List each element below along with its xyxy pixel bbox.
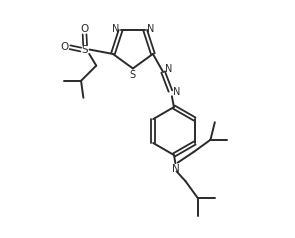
Text: N: N (112, 24, 119, 34)
Text: N: N (165, 64, 172, 74)
Text: S: S (130, 70, 136, 80)
Text: N: N (173, 88, 180, 98)
Text: S: S (82, 45, 88, 55)
Text: O: O (81, 24, 89, 34)
Text: N: N (171, 164, 179, 174)
Text: N: N (147, 24, 154, 34)
Text: O: O (60, 42, 68, 52)
